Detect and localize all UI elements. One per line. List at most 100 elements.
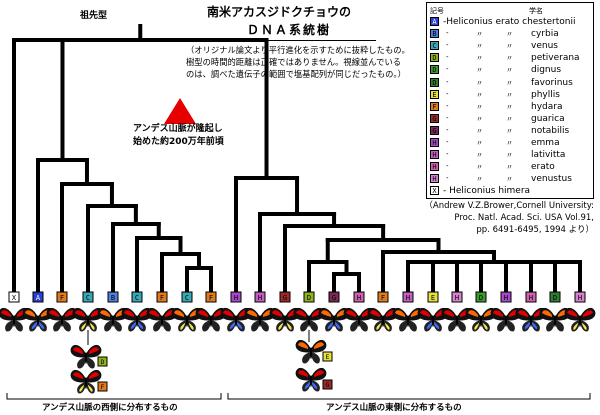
legend-ditto-mark: 〃 [476,30,483,39]
citation-line2: Proc. Natl. Acad. Sci. USA Vol.91, [454,213,594,223]
legend-ditto-mark: 〃 [506,30,513,39]
tip-code-box: H [353,291,365,303]
specimen-code-box: F [97,381,108,392]
title-underline [208,40,376,41]
svg-text:D: D [553,294,557,302]
legend-ditto-mark: - [446,162,449,171]
butterfly-specimen-image [70,369,102,394]
legend-ditto-mark: - [446,53,449,62]
tip-code-box: H [230,291,242,303]
figure-title-line1: 南米アカスジドクチョウの [207,5,352,19]
legend-row: H - 〃 〃 lativitta [430,149,590,161]
legend-ditto-mark: 〃 [506,151,513,160]
legend-code-box: G [430,125,439,135]
legend-code-box: H [430,150,439,160]
svg-text:B: B [111,294,115,302]
legend-ditto-mark: 〃 [506,78,513,87]
ancestor-label: 祖先型 [80,11,108,21]
figure-note-line1: （オリジナル論文より平行進化を示すために抜粋したもの。 [186,45,410,55]
region-west-label: アンデス山脈の西側に分布するもの [42,403,178,413]
legend-ditto-mark: 〃 [476,90,483,99]
svg-text:F: F [160,294,164,302]
butterfly-specimen-image [295,367,327,392]
legend-ditto-mark: 〃 [476,42,483,51]
legend-code-box: H [430,162,439,172]
legend-species-name: favorinus [531,77,573,88]
svg-text:F: F [101,383,105,391]
legend-species-name: venus [531,41,558,52]
legend-code-box: C [430,41,439,51]
tip-code-box: F [205,291,217,303]
legend-species-name: emma [531,138,560,148]
specimen-code-box: G [322,379,333,390]
butterfly-specimen-image [171,307,203,332]
legend-ditto-mark: 〃 [506,66,513,75]
legend-row: X - Heliconius himera [430,185,590,197]
legend-ditto-mark: - [446,29,449,38]
tip-code-box: D [303,291,315,303]
legend-ditto-mark: 〃 [476,126,483,135]
andes-uplift-marker [164,98,196,124]
region-east-label: アンデス山脈の東側に分布するもの [326,403,462,413]
legend-species-name: cyrbia [531,29,559,40]
legend-species-name: - Heliconius himera [443,186,531,197]
legend-species-name: petiverana [531,53,580,64]
legend-species-name: phyllis [531,89,560,100]
butterfly-specimen-image [343,307,375,332]
legend-species-name: hydara [531,101,563,112]
legend-ditto-mark: 〃 [506,139,513,147]
legend-code-box: H [430,174,439,184]
region-west-bracket [6,393,222,400]
legend-ditto-mark: 〃 [506,102,513,111]
legend-ditto-mark: 〃 [476,102,483,111]
svg-text:H: H [406,294,410,302]
legend-ditto-mark: - [446,125,449,134]
tip-code-box: B [107,291,119,303]
svg-text:H: H [455,294,459,302]
legend-species-name: notabilis [531,125,570,136]
butterfly-specimen-image [70,344,102,369]
legend-code-box: D [430,53,439,63]
legend-species-name: -Heliconius erato chestertonii [443,17,576,27]
svg-text:G: G [283,294,287,302]
butterfly-specimen-image [46,307,78,332]
legend-species-name: lativitta [531,150,566,161]
legend-species-name: dignus [531,65,562,76]
legend-row: G - 〃 〃 guarica [430,113,590,125]
legend-code-box: G [430,113,439,123]
figure-title-line2: ＤＮＡ系統樹 [247,23,332,37]
legend-ditto-mark: 〃 [506,54,513,63]
tip-code-box: D [475,291,487,303]
svg-text:D: D [101,358,105,366]
legend-row: G - 〃 〃 notabilis [430,125,590,137]
tip-code-box: H [254,291,266,303]
legend-ditto-mark: - [446,101,449,110]
legend-ditto-mark: - [446,89,449,98]
tip-code-box: X [8,291,20,303]
uplift-label-line2: 始めた約200万年前頃 [133,137,224,147]
svg-text:H: H [504,294,508,302]
svg-text:D: D [479,294,483,302]
legend-ditto-mark: - [446,65,449,74]
tip-code-box: G [328,291,340,303]
legend-ditto-mark: 〃 [476,151,483,160]
legend-row: H - 〃 〃 erato [430,161,590,173]
tip-code-box: H [500,291,512,303]
legend-ditto-mark: 〃 [506,42,513,51]
tip-code-box: C [181,291,193,303]
legend-ditto-mark: 〃 [476,175,483,184]
tip-code-box: E [427,291,439,303]
svg-text:F: F [209,294,213,302]
svg-text:H: H [258,294,262,302]
butterfly-specimen-image [121,307,153,332]
specimen-code-box: D [97,356,108,367]
svg-text:H: H [578,294,582,302]
svg-text:D: D [307,294,311,302]
legend-ditto-mark: 〃 [476,54,483,63]
citation-line1: （Andrew V.Z.Brower,Cornell University: [424,201,594,211]
legend-row: D - 〃 〃 petiverana [430,52,590,64]
legend-ditto-mark: 〃 [506,175,513,184]
legend-code-box: B [430,29,439,39]
